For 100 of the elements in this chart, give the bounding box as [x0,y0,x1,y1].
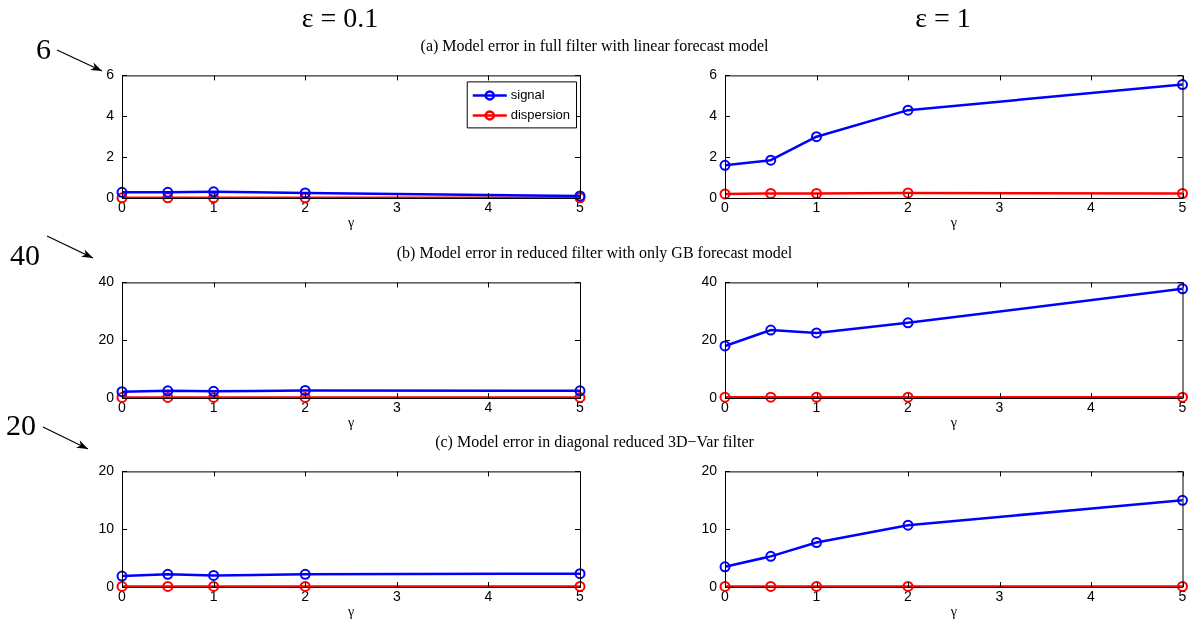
point [811,327,822,339]
text: 40 [10,238,40,272]
y-tick-label: 6 [709,66,718,83]
y-tick-label: 0 [106,388,115,405]
x-tick-label: 4 [1087,399,1096,416]
point [719,580,731,592]
point [902,391,914,403]
point [765,154,777,166]
point [1177,79,1188,91]
point [719,340,731,352]
y-tick-label: 20 [701,331,718,348]
y-tick-label: 10 [701,520,718,537]
point [811,131,822,143]
y-tick-label: 20 [701,462,718,479]
y-tick-label: 2 [709,147,718,164]
point [719,188,731,200]
point [902,187,914,199]
x-tick-label: 0 [721,199,730,216]
chart-title: (b) Model error in reduced filter with only GB forecast model [396,244,793,261]
x-tick-label: 3 [392,588,401,605]
y-tick-label: 2 [106,147,115,164]
y-tick-label: 4 [709,107,718,124]
point [299,568,311,580]
point [162,568,174,580]
point [719,561,731,573]
x-tick-label: 3 [995,399,1004,416]
chart-title: (a) Model error in full filter with linear forecast model [420,37,769,54]
point [719,391,731,403]
x-tick-label: 2 [904,199,913,216]
text: 6 [36,32,51,66]
x-tick-label: 0 [721,588,730,605]
point [902,580,914,592]
point [116,580,128,592]
y-tick-label: 0 [709,188,718,205]
x-tick-label: 4 [484,199,493,216]
chart-title: (c) Model error in diagonal reduced 3D−Var filter [435,433,754,450]
point [811,391,822,403]
x-tick-label: 1 [812,399,821,416]
chart-subtitle: ε = 0.1 [301,2,379,34]
y-tick-label: 10 [98,520,115,537]
x-tick-label: 5 [1178,199,1187,216]
chart-subtitle: ε = 1 [915,2,971,34]
point [116,570,128,582]
x-tick-label: 1 [209,399,218,416]
y-tick-label: 6 [106,66,115,83]
y-tick-label: 20 [98,462,115,479]
point [765,391,777,403]
point [1177,391,1188,403]
point [208,569,220,581]
point [765,550,777,562]
x-axis-title: γ [949,415,957,431]
point [811,580,822,592]
point [1177,188,1188,200]
point [208,580,220,592]
point [902,317,914,329]
point [574,580,586,592]
legend-label: signal [510,86,545,102]
point [719,159,731,171]
x-tick-label: 0 [721,399,730,416]
point [1177,580,1188,592]
y-tick-label: 20 [98,331,115,348]
x-tick-label: 3 [392,199,401,216]
x-tick-label: 0 [118,399,127,416]
y-tick-label: 40 [98,273,115,290]
text: 20 [6,408,36,442]
x-tick-label: 4 [484,588,493,605]
x-axis-title: γ [346,415,355,431]
point [574,568,586,580]
y-tick-label: 0 [106,577,115,594]
x-tick-label: 2 [904,399,913,416]
point [1177,283,1188,295]
x-tick-label: 2 [301,399,310,416]
x-axis-title: γ [949,604,957,620]
point [902,104,914,116]
x-tick-label: 3 [995,199,1004,216]
y-tick-label: 0 [709,388,718,405]
point [765,580,777,592]
x-tick-label: 1 [812,588,821,605]
x-axis-title: γ [949,215,957,231]
x-tick-label: 3 [995,588,1004,605]
x-tick-label: 5 [576,588,585,605]
x-tick-label: 1 [209,588,218,605]
point [902,519,914,531]
y-tick-label: 40 [701,273,718,290]
y-tick-label: 0 [106,188,115,205]
x-tick-label: 1 [812,199,821,216]
x-tick-label: 5 [1178,399,1187,416]
x-tick-label: 3 [392,399,401,416]
point [765,324,777,336]
x-tick-label: 2 [904,588,913,605]
y-tick-label: 4 [106,107,115,124]
x-tick-label: 5 [576,399,585,416]
point [811,536,822,548]
x-tick-label: 5 [1178,588,1187,605]
y-tick-label: 0 [709,577,718,594]
x-tick-label: 0 [118,588,127,605]
x-tick-label: 4 [1087,588,1096,605]
x-axis-title: γ [346,604,355,620]
x-axis-title: γ [346,215,355,231]
point [299,580,311,592]
